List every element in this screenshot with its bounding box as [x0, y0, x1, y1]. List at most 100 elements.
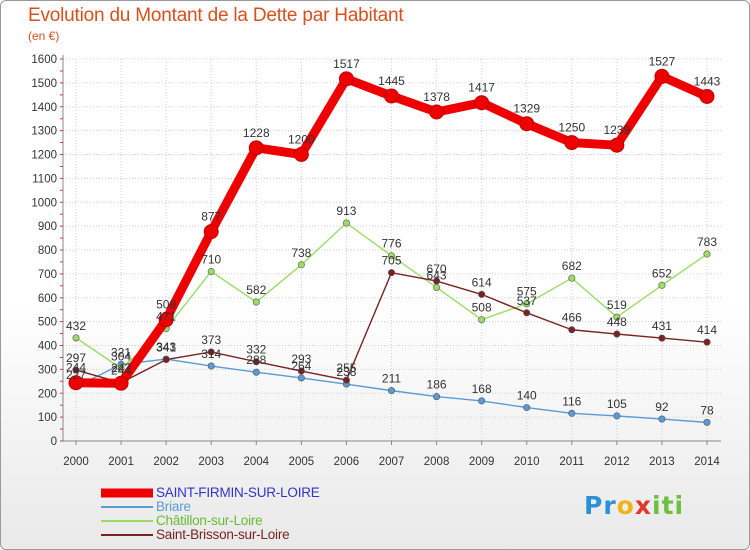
legend-swatch-saint-firmin [101, 488, 153, 498]
series-point-2 [613, 313, 621, 321]
series-point-2 [297, 261, 305, 269]
legend-label-briare: Briare [156, 499, 191, 514]
legend-item-briare: Briare [101, 500, 320, 514]
series-point-3 [297, 367, 305, 375]
y-tick-label: 0 [51, 436, 57, 448]
data-label: 297 [66, 351, 86, 365]
data-label: 304 [111, 349, 131, 363]
data-label: 1443 [694, 74, 721, 88]
data-label: 682 [562, 259, 582, 273]
y-tick-label: 900 [38, 221, 57, 233]
data-label: 582 [246, 283, 266, 297]
series-point-3 [613, 330, 621, 338]
series-point-1 [297, 374, 305, 382]
x-tick-label: 2010 [514, 456, 540, 468]
data-label: 227 [66, 368, 86, 382]
data-label: 244 [66, 361, 86, 375]
series-point-0 [68, 375, 84, 391]
series-point-2 [387, 252, 395, 260]
series-point-0 [248, 140, 264, 156]
data-label: 255 [336, 361, 356, 375]
legend-swatch-chatillon [101, 520, 153, 522]
axes [60, 55, 721, 445]
data-label: 186 [427, 378, 447, 392]
data-label: 1329 [513, 102, 540, 116]
data-label: 670 [427, 262, 447, 276]
data-label: 519 [607, 298, 627, 312]
series-point-0 [338, 71, 354, 87]
legend-swatch-saint-brisson [101, 534, 153, 536]
data-label: 105 [607, 397, 627, 411]
data-label: 783 [697, 235, 717, 249]
data-label: 341 [156, 341, 176, 355]
data-label: 652 [652, 266, 672, 280]
series-point-2 [478, 316, 486, 324]
series-point-0 [519, 116, 535, 132]
series-point-3 [207, 348, 215, 356]
series-point-2 [342, 219, 350, 227]
series-point-2 [658, 281, 666, 289]
data-label: 431 [652, 319, 672, 333]
y-tick-label: 1600 [31, 54, 57, 66]
series-point-0 [654, 68, 670, 84]
series-point-2 [523, 300, 531, 308]
x-tick-label: 2006 [334, 456, 360, 468]
data-label: 332 [246, 343, 266, 357]
x-tick-label: 2014 [694, 456, 720, 468]
legend-item-chatillon: Châtillon-sur-Loire [101, 514, 320, 528]
x-tick-label: 2013 [649, 456, 675, 468]
x-tick-label: 2009 [469, 456, 495, 468]
legend-swatch-briare [101, 506, 153, 508]
series-point-2 [433, 283, 441, 291]
series-point-3 [342, 376, 350, 384]
series-point-1 [703, 418, 711, 426]
series-point-0 [384, 88, 399, 104]
y-tick-label: 1100 [32, 173, 57, 185]
data-label: 432 [66, 319, 86, 333]
proxiti-logo: Proxiti [584, 491, 685, 520]
data-label: 314 [201, 347, 221, 361]
y-tick-label: 400 [38, 341, 57, 353]
data-label: 877 [201, 210, 221, 224]
data-label: 288 [246, 353, 266, 367]
series-point-3 [478, 290, 486, 298]
series-point-0 [699, 88, 715, 104]
series-point-2 [72, 334, 80, 342]
y-tick-label: 1000 [31, 197, 57, 209]
data-label: 466 [562, 311, 582, 325]
data-label: 1517 [333, 57, 360, 71]
y-tick-label: 200 [38, 388, 57, 400]
x-tick-label: 2007 [379, 456, 405, 468]
data-label: 448 [607, 315, 627, 329]
data-label: 414 [697, 323, 717, 337]
series-point-1 [523, 404, 531, 412]
y-tick-label: 1400 [31, 102, 57, 114]
chart-title: Evolution du Montant de la Dette par Hab… [28, 5, 404, 26]
series-point-3 [387, 269, 395, 277]
x-tick-label: 2000 [63, 456, 89, 468]
data-label: 1239 [604, 123, 631, 137]
data-label: 238 [336, 365, 356, 379]
series-point-3 [162, 356, 170, 364]
series-point-1 [658, 415, 666, 423]
y-tick-label: 1500 [31, 78, 57, 90]
data-label: 614 [472, 275, 492, 289]
y-tick-label: 500 [38, 317, 57, 329]
x-tick-label: 2002 [153, 456, 179, 468]
legend-label-saint-brisson: Saint-Brisson-sur-Loire [156, 527, 290, 542]
series-point-2 [703, 250, 711, 258]
y-tick-labels: 0 100 200 300 400 500 600 700 800 900 1000 1100 1200… [31, 54, 57, 448]
legend-item-saint-firmin: SAINT-FIRMIN-SUR-LOIRE [101, 486, 320, 500]
data-label: 738 [291, 246, 311, 260]
data-label: 293 [291, 352, 311, 366]
y-tick-label: 100 [38, 412, 57, 424]
series-group [68, 68, 715, 426]
data-label: 242 [111, 361, 131, 375]
data-label: 537 [517, 294, 537, 308]
series-point-3 [703, 338, 711, 346]
data-label: 373 [201, 333, 221, 347]
series-point-2 [568, 274, 576, 282]
series-point-1 [207, 362, 215, 370]
y-tick-label: 700 [38, 269, 57, 281]
data-label: 78 [700, 403, 714, 417]
